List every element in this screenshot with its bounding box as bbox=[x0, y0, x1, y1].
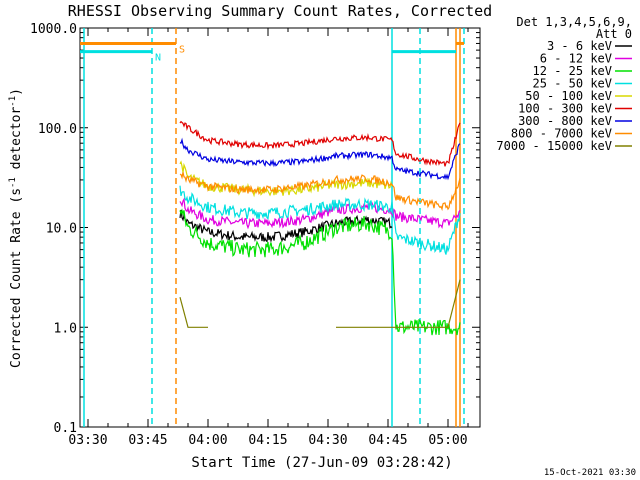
y-axis-label: Corrected Count Rate (s-1 detector-1) bbox=[8, 88, 24, 368]
legend-entry-label: 12 - 25 keV bbox=[533, 64, 612, 78]
flag-label: N bbox=[155, 53, 161, 64]
timestamp: 15-Oct-2021 03:30 bbox=[544, 468, 636, 478]
flag-label: S bbox=[179, 44, 185, 55]
y-axis-label-part: Corrected Count Rate (s bbox=[9, 188, 24, 368]
y-tick-label: 0.1 bbox=[54, 421, 77, 436]
legend-entry-label: 300 - 800 keV bbox=[518, 114, 612, 128]
legend-entry-label: 7000 - 15000 keV bbox=[496, 139, 612, 153]
y-axis-label-sup: -1 bbox=[8, 177, 18, 188]
x-tick-label: 04:15 bbox=[248, 433, 287, 448]
series-line bbox=[179, 120, 461, 167]
series-line bbox=[179, 160, 393, 198]
legend-entry-label: 3 - 6 keV bbox=[547, 39, 612, 53]
x-tick-label: 04:00 bbox=[188, 433, 227, 448]
y-axis-label-sup: -1 bbox=[8, 96, 18, 107]
chart-title: RHESSI Observing Summary Count Rates, Co… bbox=[68, 2, 492, 20]
series-line bbox=[179, 209, 393, 244]
series-line bbox=[179, 208, 461, 336]
y-axis-label-part: detector bbox=[9, 107, 24, 178]
legend-header-line-1: Det 1,3,4,5,6,9, bbox=[516, 15, 632, 29]
x-tick-label: 04:30 bbox=[308, 433, 347, 448]
series-line bbox=[179, 172, 461, 212]
legend-entry-label: 25 - 50 keV bbox=[533, 77, 612, 91]
legend-entry-label: 50 - 100 keV bbox=[525, 89, 612, 103]
legend-entry-label: 6 - 12 keV bbox=[540, 52, 612, 66]
y-tick-label: 10.0 bbox=[46, 222, 77, 237]
x-tick-label: 04:45 bbox=[368, 433, 407, 448]
y-tick-label: 100.0 bbox=[38, 122, 77, 137]
series-line bbox=[179, 137, 461, 181]
vertical-markers bbox=[83, 28, 465, 427]
y-axis: 0.1 1.0 10.0 100.0 1000.0 bbox=[30, 22, 480, 436]
legend-header-line-2: Att 0 bbox=[596, 27, 632, 41]
legend-entry-label: 100 - 300 keV bbox=[518, 102, 612, 116]
x-axis-label: Start Time (27-Jun-09 03:28:42) bbox=[191, 455, 452, 471]
series-line bbox=[179, 297, 208, 328]
state-flags: SN bbox=[80, 41, 464, 64]
x-axis: 03:30 03:45 04:00 04:15 04:30 04:45 05:00 bbox=[68, 28, 469, 448]
y-axis-label-part: ) bbox=[9, 88, 24, 96]
series-line bbox=[336, 279, 461, 328]
x-tick-label: 03:45 bbox=[128, 433, 167, 448]
x-tick-label: 05:00 bbox=[428, 433, 467, 448]
x-tick-label: 03:30 bbox=[68, 433, 107, 448]
series-lines bbox=[179, 120, 461, 336]
y-tick-label: 1.0 bbox=[54, 321, 77, 336]
legend-entry-label: 800 - 7000 keV bbox=[511, 127, 612, 141]
series-line bbox=[179, 197, 461, 230]
y-tick-label: 1000.0 bbox=[30, 22, 77, 37]
series-line bbox=[179, 185, 461, 255]
